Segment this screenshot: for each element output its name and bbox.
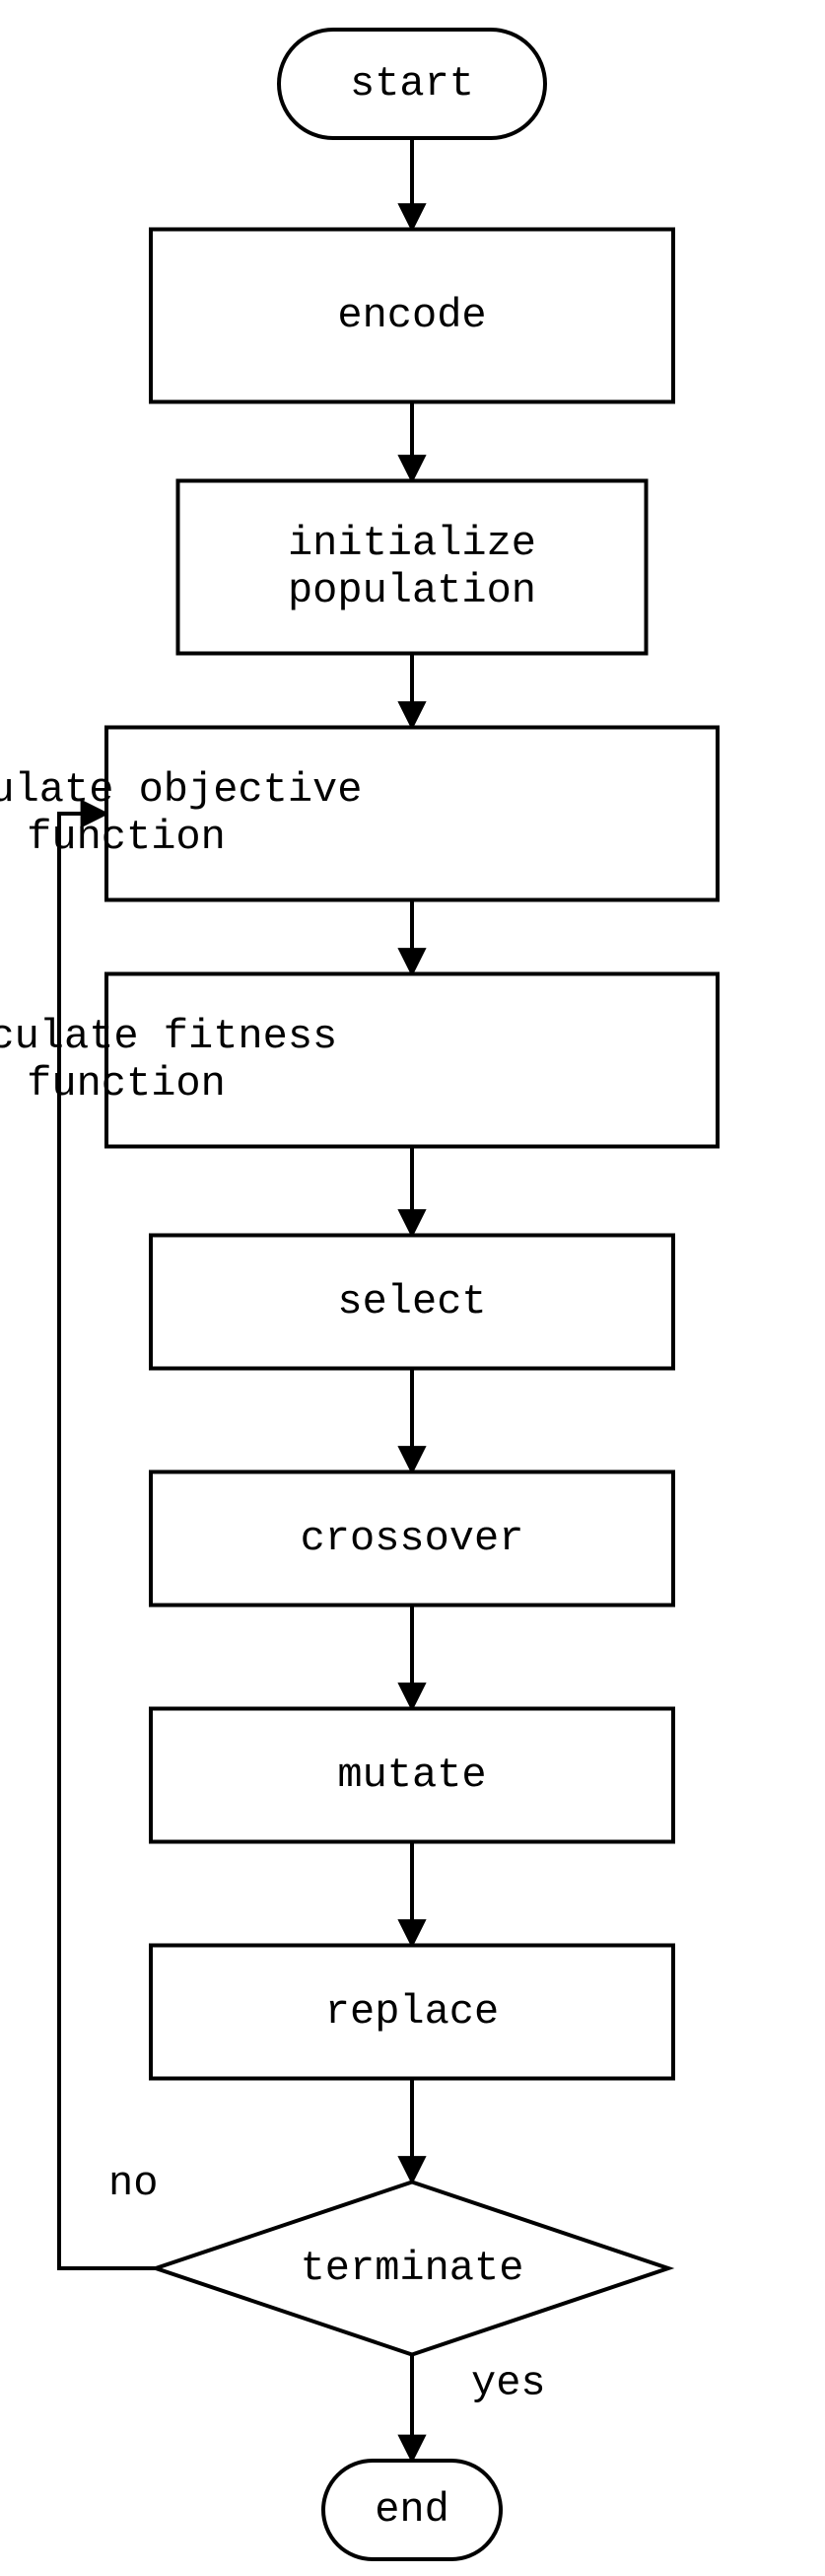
node-encode-label: encode (337, 292, 486, 339)
node-calcfit-label: calculate fitness (0, 1013, 337, 1060)
node-init-label: initialize (288, 520, 536, 567)
node-replace: replace (151, 1946, 673, 2079)
node-terminate: terminate (156, 2182, 668, 2355)
flowchart-canvas: yes no start encode initializepopulation calc… (0, 0, 825, 2576)
node-init: initializepopulation (178, 481, 647, 654)
node-calcfit-label: function (27, 1060, 226, 1108)
node-calcfit: calculate fitnessfunction (0, 974, 718, 1147)
node-mutate: mutate (151, 1709, 673, 1842)
node-init-label: population (288, 567, 536, 614)
node-replace-label: replace (325, 1988, 499, 2036)
node-encode: encode (151, 230, 673, 402)
node-select-label: select (337, 1278, 486, 1325)
node-end-label: end (375, 2486, 449, 2534)
node-crossover-label: crossover (301, 1515, 524, 1562)
node-calcobj-label: function (27, 814, 226, 861)
node-terminate-label: terminate (301, 2245, 524, 2292)
node-crossover: crossover (151, 1472, 673, 1606)
edge-label-no: no (108, 2160, 158, 2207)
edge-label-yes: yes (471, 2360, 546, 2407)
node-start: start (279, 30, 545, 138)
node-calcobj-label: calculate objective (0, 766, 362, 814)
node-select: select (151, 1236, 673, 1369)
node-calcobj: calculate objectivefunction (0, 728, 718, 900)
node-mutate-label: mutate (337, 1752, 486, 1799)
node-start-label: start (350, 60, 474, 107)
node-end: end (323, 2461, 501, 2559)
